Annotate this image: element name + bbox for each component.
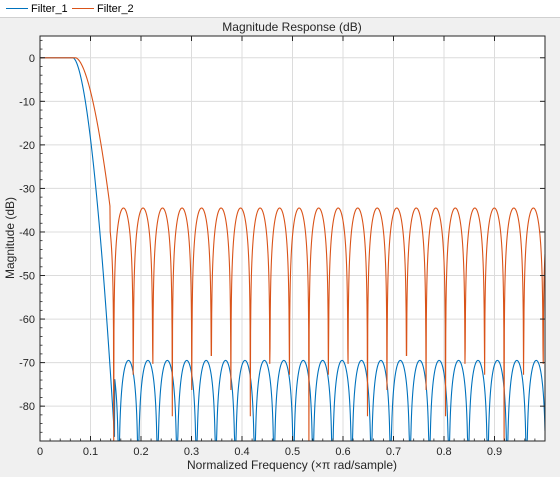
- legend-swatch-filter-1: [6, 8, 28, 9]
- x-tick-label: 0.5: [285, 446, 300, 458]
- y-tick-label: -20: [19, 140, 35, 152]
- x-tick-label: 0: [37, 446, 43, 458]
- x-tick-label: 0.9: [487, 446, 502, 458]
- legend-item-filter-2[interactable]: Filter_2: [72, 2, 134, 15]
- legend-swatch-filter-2: [72, 8, 94, 9]
- x-tick-label: 0.7: [386, 446, 401, 458]
- y-tick-label: -80: [19, 401, 35, 413]
- x-tick-label: 0.2: [133, 446, 148, 458]
- series-line-filter-2: [40, 57, 545, 441]
- y-tick-label: 0: [29, 53, 35, 65]
- y-tick-label: -70: [19, 358, 35, 370]
- legend-item-filter-1[interactable]: Filter_1: [6, 2, 68, 15]
- x-tick-label: 0.1: [83, 446, 98, 458]
- x-tick-label: 0.8: [436, 446, 451, 458]
- x-tick-label: 0.6: [335, 446, 350, 458]
- series-line-filter-1: [40, 57, 545, 441]
- legend-label-filter-2: Filter_2: [97, 2, 134, 15]
- x-tick-label: 0.3: [184, 446, 199, 458]
- legend: Filter_1 Filter_2: [0, 0, 560, 18]
- y-tick-label: -40: [19, 227, 35, 239]
- chart-title: Magnitude Response (dB): [222, 20, 361, 34]
- y-tick-label: -30: [19, 183, 35, 195]
- curves: [40, 57, 545, 441]
- legend-label-filter-1: Filter_1: [31, 2, 68, 15]
- y-tick-label: -60: [19, 314, 35, 326]
- x-axis-label: Normalized Frequency (×π rad/sample): [187, 458, 397, 472]
- y-tick-label: -50: [19, 271, 35, 283]
- tick-labels: 0 0.1 0.2 0.3 0.4 0.5 0.6 0.7 0.8 0.9 0 -10 -20 -30 -4…: [19, 53, 502, 458]
- y-tick-label: -10: [19, 96, 35, 108]
- y-axis-label: Magnitude (dB): [3, 197, 17, 279]
- axis-ticks: [39, 36, 545, 442]
- x-tick-label: 0.4: [234, 446, 249, 458]
